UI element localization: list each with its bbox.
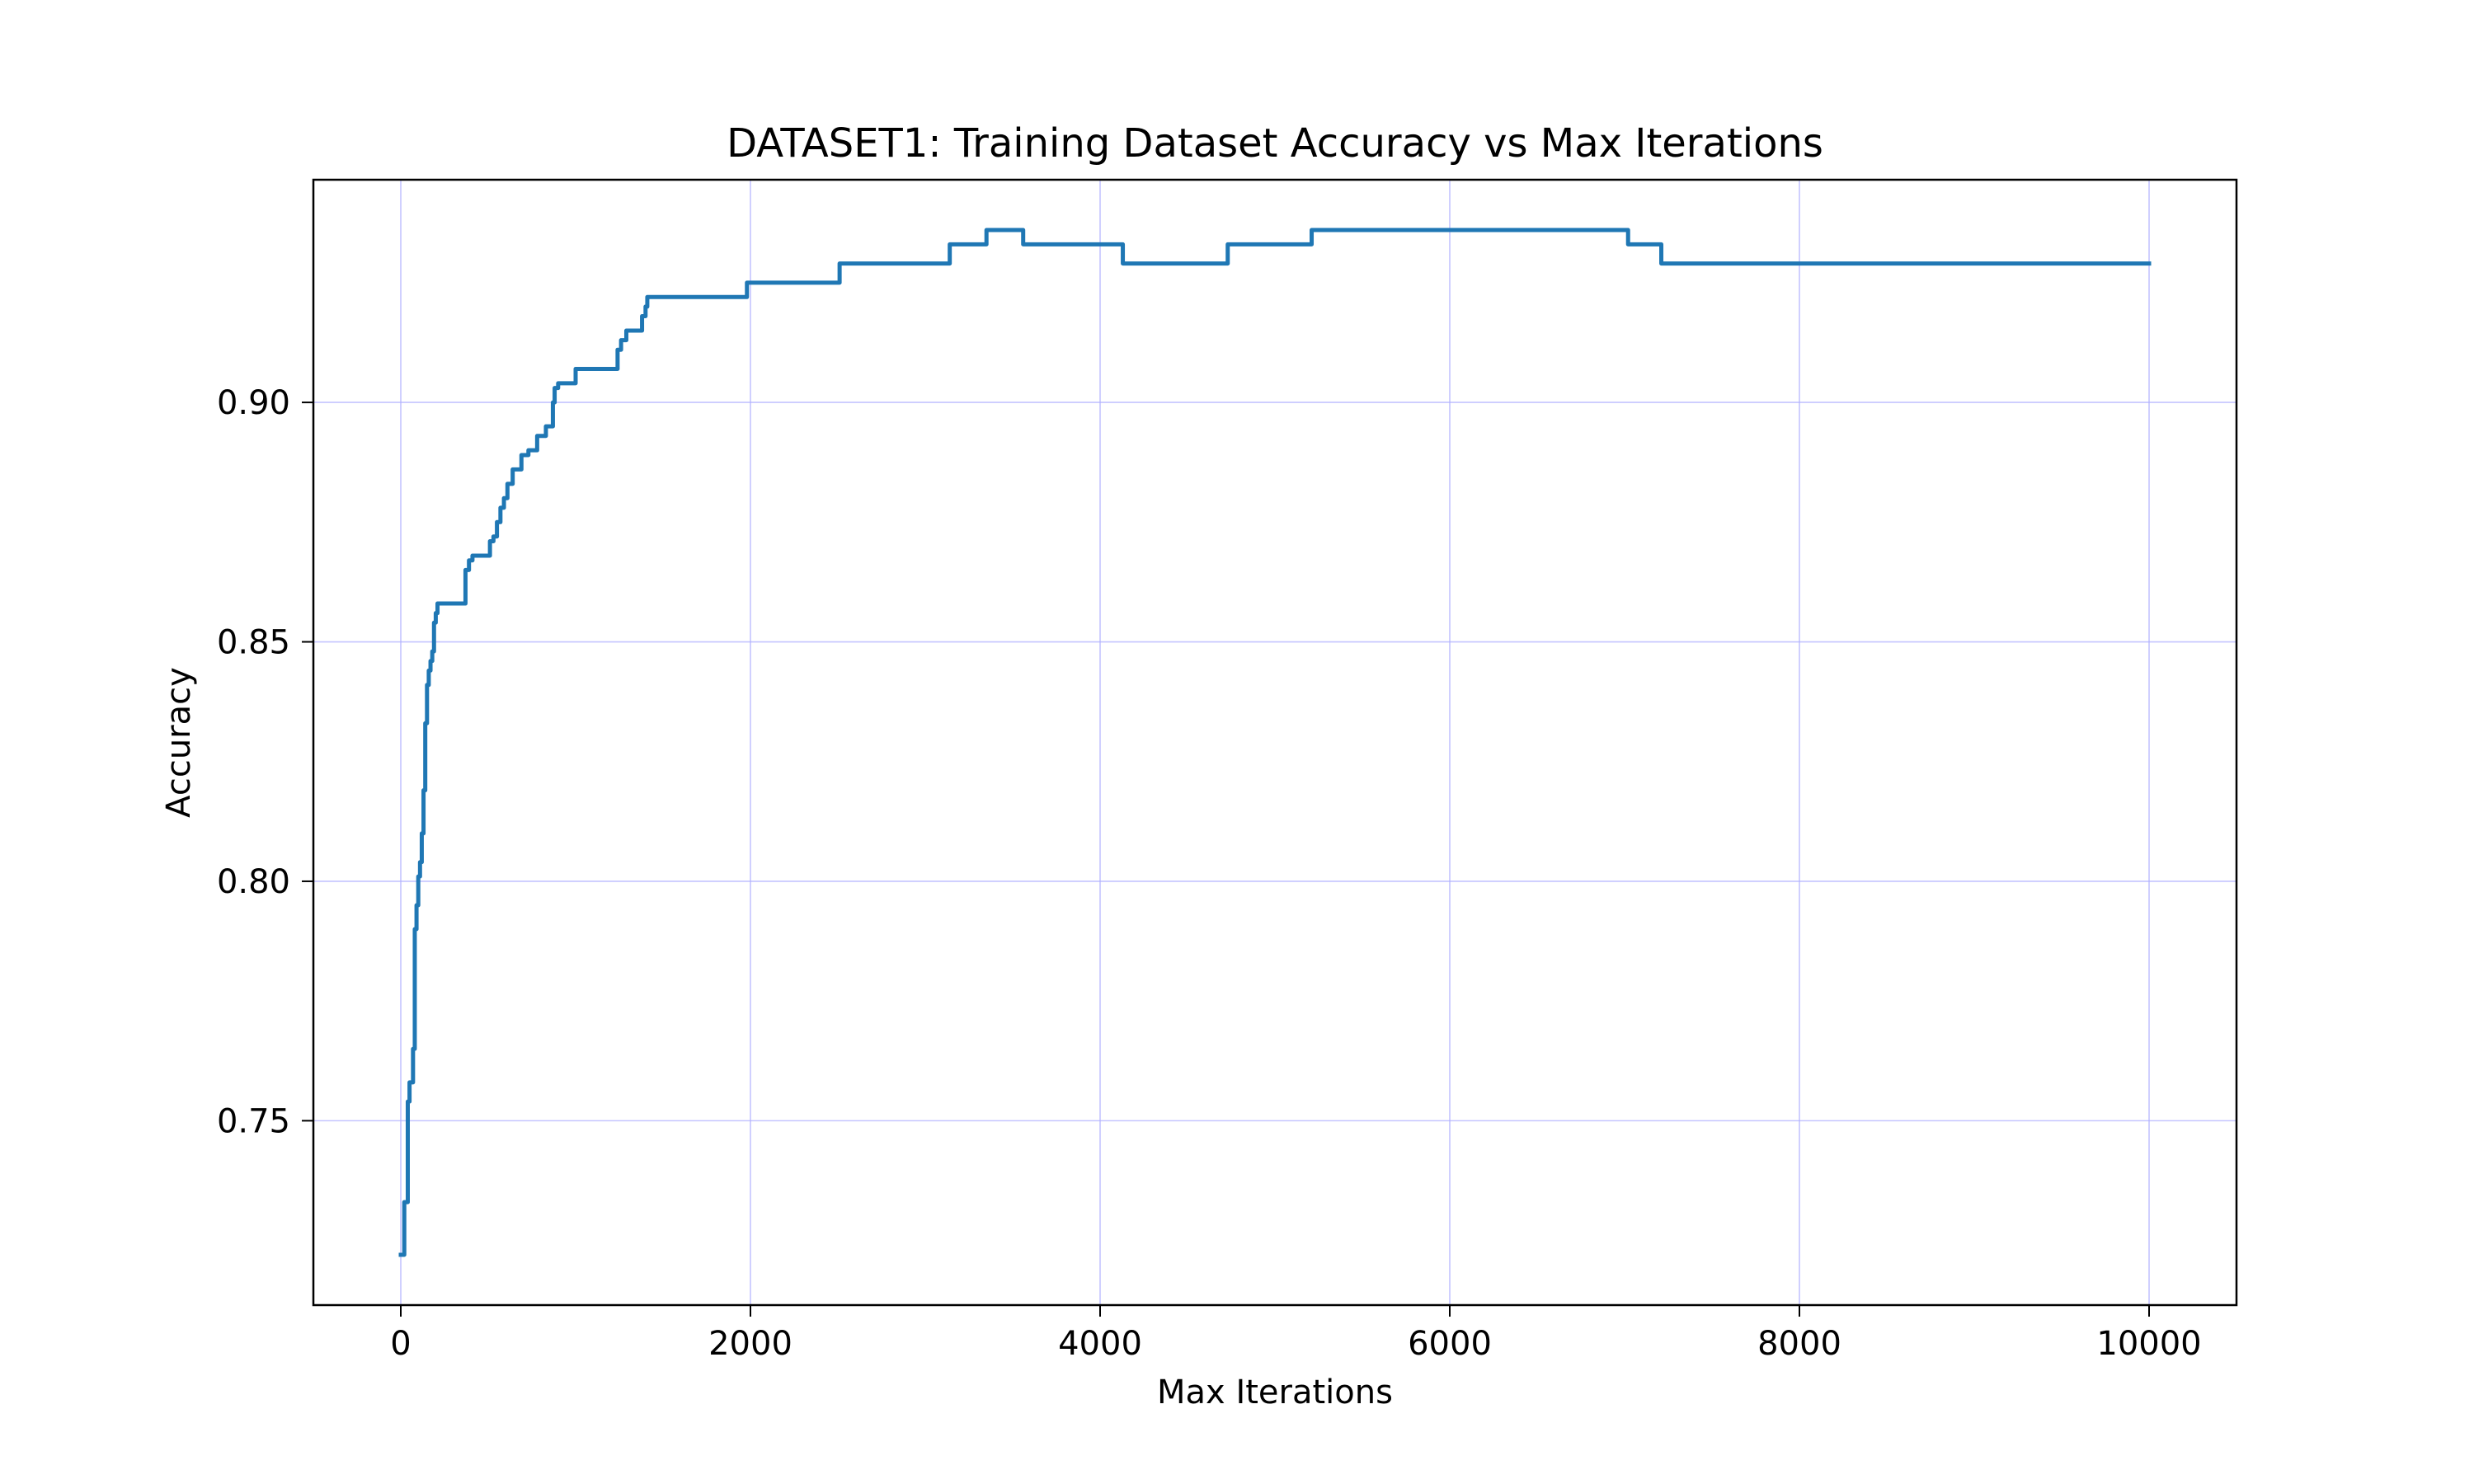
x-tick-label: 10000 xyxy=(2096,1325,2201,1363)
ticks: 0 2000 4000 6000 8000 10000 0.75 0.80 0.85 0.90 xyxy=(217,384,2202,1363)
accuracy-series-line xyxy=(398,228,2152,1257)
y-tick-label: 0.85 xyxy=(217,624,290,662)
plot-frame xyxy=(312,178,2238,1307)
x-tick-label: 0 xyxy=(390,1325,411,1363)
x-tick-label: 4000 xyxy=(1058,1325,1142,1363)
x-tick-label: 8000 xyxy=(1757,1325,1841,1363)
grid-lines xyxy=(313,180,2236,1305)
x-tick-label: 2000 xyxy=(708,1325,793,1363)
y-tick-label: 0.75 xyxy=(217,1102,290,1140)
y-axis-label: Accuracy xyxy=(160,667,198,818)
x-tick-label: 6000 xyxy=(1408,1325,1492,1363)
x-axis-label: Max Iterations xyxy=(1157,1374,1393,1411)
y-tick-label: 0.90 xyxy=(217,384,290,422)
series-layer xyxy=(398,228,2152,1257)
y-tick-label: 0.80 xyxy=(217,863,290,901)
chart-title: DATASET1: Training Dataset Accuracy vs M… xyxy=(727,120,1823,167)
